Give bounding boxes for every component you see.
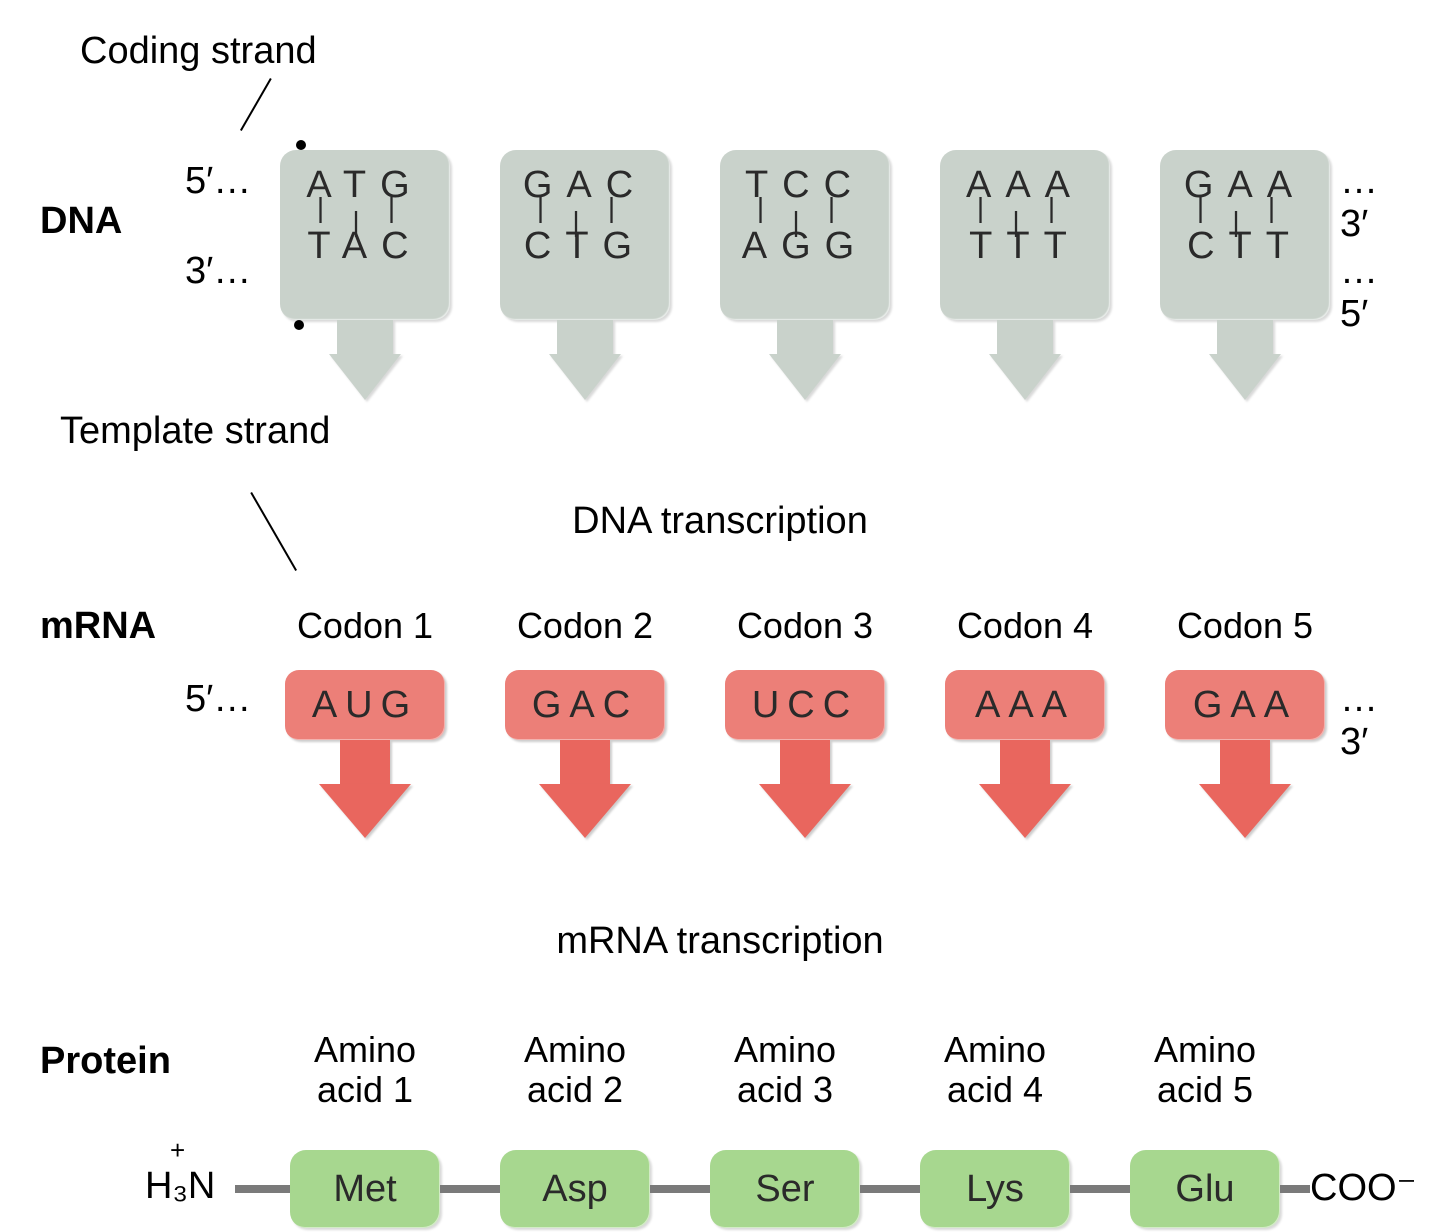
mrna-codon-box: GAC xyxy=(505,670,665,740)
aa-label: Amino acid 3 xyxy=(700,1030,870,1110)
aa-label: Amino acid 2 xyxy=(490,1030,660,1110)
peptide-bond-line xyxy=(235,1185,290,1193)
dna-arrow xyxy=(989,354,1061,400)
template-seq: CTT xyxy=(1160,225,1330,268)
peptide-bond-line xyxy=(1280,1185,1310,1193)
mrna-arrow-head xyxy=(759,784,851,838)
mrna-arrow-head xyxy=(979,784,1071,838)
dna-codon-box: ATG | | | TAC xyxy=(280,150,450,320)
template-seq: TAC xyxy=(280,225,450,268)
codon-label: Codon 3 xyxy=(720,605,890,647)
aa-box: Asp xyxy=(500,1150,650,1228)
mrna-arrow-stem xyxy=(560,740,610,784)
aa-label-bot: acid 3 xyxy=(737,1069,833,1110)
aa-box: Glu xyxy=(1130,1150,1280,1228)
dna-codon-box: GAC | | | CTG xyxy=(500,150,670,320)
n-term-label: H₃N xyxy=(145,1165,215,1208)
dna-arrow xyxy=(1209,354,1281,400)
dna-arrow xyxy=(769,354,841,400)
aa-label: Amino acid 1 xyxy=(280,1030,450,1110)
aa-label: Amino acid 5 xyxy=(1120,1030,1290,1110)
aa-label-top: Amino xyxy=(524,1029,626,1070)
dna-codon-box: AAA | | | TTT xyxy=(940,150,1110,320)
five-prime-right: …5′ xyxy=(1340,250,1400,336)
mrna-arrow-stem xyxy=(340,740,390,784)
codon-label: Codon 4 xyxy=(940,605,1110,647)
dna-transcription-title: DNA transcription xyxy=(40,500,1400,543)
aa-label-bot: acid 5 xyxy=(1157,1069,1253,1110)
aa-label-top: Amino xyxy=(734,1029,836,1070)
aa-label-bot: acid 4 xyxy=(947,1069,1043,1110)
callout-dot xyxy=(296,140,306,150)
c-term-label: COO⁻ xyxy=(1310,1165,1417,1210)
callout-dot xyxy=(294,320,304,330)
mrna-arrow-stem xyxy=(1220,740,1270,784)
coding-strand-label: Coding strand xyxy=(80,30,317,73)
dna-label: DNA xyxy=(40,200,122,243)
template-strand-label: Template strand xyxy=(60,410,330,453)
callout-line xyxy=(240,78,272,131)
aa-label: Amino acid 4 xyxy=(910,1030,1080,1110)
template-seq: CTG xyxy=(500,225,670,268)
three-prime-left: 3′… xyxy=(185,250,251,293)
three-prime-right: …3′ xyxy=(1340,160,1400,246)
codon-label: Codon 2 xyxy=(500,605,670,647)
mrna-arrow-head xyxy=(1199,784,1291,838)
mrna-arrow-stem xyxy=(780,740,830,784)
peptide-bond-line xyxy=(1070,1185,1130,1193)
mrna-codon-box: AUG xyxy=(285,670,445,740)
mrna-codon-box: AAA xyxy=(945,670,1105,740)
peptide-bond-line xyxy=(440,1185,500,1193)
protein-label: Protein xyxy=(40,1040,171,1083)
dna-codon-box: TCC | | | AGG xyxy=(720,150,890,320)
aa-label-bot: acid 1 xyxy=(317,1069,413,1110)
aa-box: Ser xyxy=(710,1150,860,1228)
dna-arrow xyxy=(329,354,401,400)
mrna-label: mRNA xyxy=(40,605,156,648)
peptide-bond-line xyxy=(860,1185,920,1193)
codon-label: Codon 1 xyxy=(280,605,450,647)
template-seq: AGG xyxy=(720,225,890,268)
peptide-bond-line xyxy=(650,1185,710,1193)
codon-label: Codon 5 xyxy=(1160,605,1330,647)
mrna-arrow-stem xyxy=(1000,740,1050,784)
aa-label-bot: acid 2 xyxy=(527,1069,623,1110)
mrna-arrow-head xyxy=(319,784,411,838)
five-prime-left: 5′… xyxy=(185,160,251,203)
aa-box: Met xyxy=(290,1150,440,1228)
aa-label-top: Amino xyxy=(944,1029,1046,1070)
mrna-codon-box: UCC xyxy=(725,670,885,740)
mrna-5prime: 5′… xyxy=(185,678,251,721)
template-seq: TTT xyxy=(940,225,1110,268)
dna-arrow xyxy=(549,354,621,400)
dna-codon-box: GAA | | | CTT xyxy=(1160,150,1330,320)
mrna-3prime: …3′ xyxy=(1340,678,1400,764)
aa-box: Lys xyxy=(920,1150,1070,1228)
mrna-codon-box: GAA xyxy=(1165,670,1325,740)
mrna-transcription-title: mRNA transcription xyxy=(40,920,1400,963)
mrna-arrow-head xyxy=(539,784,631,838)
n-term-charge: + xyxy=(170,1135,185,1166)
aa-label-top: Amino xyxy=(314,1029,416,1070)
aa-label-top: Amino xyxy=(1154,1029,1256,1070)
